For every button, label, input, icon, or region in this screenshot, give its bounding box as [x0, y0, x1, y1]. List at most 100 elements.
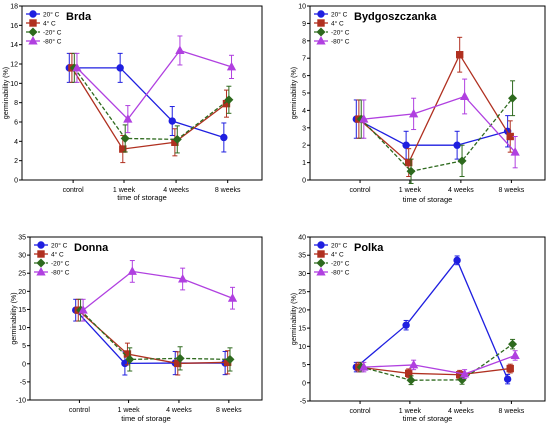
data-point	[506, 132, 514, 141]
data-point	[459, 91, 470, 100]
series-2	[69, 52, 234, 154]
series-line	[363, 354, 516, 375]
chart-panel-polka: -5 0 5 10 15 20 25 30 35 40 control 1 week 4 weeks 8 …	[291, 235, 546, 423]
series-line	[355, 259, 509, 380]
y-tick-label: 7	[302, 56, 306, 63]
legend-marker	[28, 35, 38, 45]
data-point	[510, 147, 520, 156]
data-point	[506, 364, 514, 373]
legend-marker	[28, 27, 38, 37]
data-point	[453, 256, 461, 265]
y-tick-label: 0	[302, 178, 306, 185]
y-tick-label: 0	[14, 178, 18, 185]
y-tick-label: -5	[300, 399, 306, 406]
data-point	[508, 339, 518, 349]
legend-marker	[317, 19, 325, 27]
series-line	[363, 95, 516, 153]
legend-label: 20° C	[331, 11, 348, 19]
series-line	[73, 67, 230, 141]
data-point	[116, 64, 124, 72]
data-point	[453, 141, 461, 149]
data-point	[408, 359, 419, 369]
y-tick-label: 2	[302, 143, 306, 150]
legend-marker	[316, 258, 326, 268]
series-line	[76, 49, 232, 121]
data-point	[455, 51, 464, 59]
y-tick-label: 1	[302, 160, 306, 167]
y-axis-label: germinability (%)	[11, 292, 18, 344]
x-tick-label: 4 weeks	[448, 187, 474, 194]
x-axis-label: time of storage	[403, 414, 453, 423]
legend-marker	[317, 241, 325, 249]
data-point	[172, 134, 182, 144]
y-tick-label: 6	[302, 73, 306, 80]
x-axis-label: time of storage	[403, 195, 453, 204]
chart-title: Brda	[66, 11, 92, 23]
x-tick-label: 8 weeks	[216, 407, 242, 414]
legend: 20° C4° C-20° C-80° C	[26, 10, 62, 46]
y-axis-label: germinability (%)	[3, 67, 10, 119]
legend-marker	[316, 35, 326, 45]
legend-marker	[37, 250, 45, 258]
y-tick-label: 20	[18, 289, 26, 296]
legend-marker	[317, 250, 325, 258]
legend-marker	[316, 266, 326, 276]
data-point	[408, 108, 419, 118]
data-point	[406, 375, 416, 385]
legend-marker	[37, 241, 45, 249]
legend-label: 4° C	[331, 20, 344, 28]
series-line	[80, 309, 230, 361]
x-tick-label: control	[350, 408, 371, 415]
series-1	[355, 36, 514, 178]
y-tick-label: 8	[14, 100, 18, 107]
x-tick-label: 8 weeks	[499, 187, 525, 194]
data-point	[78, 305, 88, 314]
x-tick-label: 1 week	[118, 407, 141, 414]
y-tick-label: 3	[302, 125, 306, 132]
y-tick-label: 16	[10, 23, 18, 30]
y-tick-label: 20	[298, 307, 306, 314]
chart-title: Donna	[74, 242, 109, 254]
y-tick-label: 30	[18, 253, 26, 260]
y-tick-label: 6	[14, 120, 18, 127]
data-point	[226, 61, 237, 71]
data-point	[168, 117, 176, 125]
x-tick-label: control	[63, 187, 84, 194]
x-axis-label: time of storage	[121, 414, 171, 423]
data-point	[457, 156, 467, 166]
data-point	[510, 350, 520, 359]
y-tick-label: 10	[10, 81, 18, 88]
y-tick-label: 4	[302, 108, 306, 115]
data-point	[224, 95, 234, 105]
data-point	[459, 368, 470, 378]
data-point	[227, 293, 238, 302]
data-point	[175, 45, 185, 54]
y-axis-label: germinability (%)	[291, 293, 298, 345]
legend-marker	[29, 10, 37, 18]
series-line	[355, 118, 508, 146]
data-point	[405, 369, 413, 378]
legend-label: 20° C	[43, 11, 60, 19]
legend-label: -20° C	[43, 29, 62, 37]
legend-label: 20° C	[51, 242, 68, 250]
data-point	[123, 114, 133, 123]
y-tick-label: 15	[18, 307, 26, 314]
y-tick-label: 4	[14, 139, 18, 146]
legend-label: -80° C	[331, 38, 350, 46]
x-tick-label: control	[350, 187, 371, 194]
series-0	[352, 255, 512, 385]
series-line	[358, 366, 511, 376]
chart-title: Bydgoszczanka	[354, 11, 437, 23]
data-point	[127, 266, 137, 275]
data-point	[359, 362, 369, 371]
data-point	[402, 321, 410, 329]
x-axis-label: time of storage	[117, 193, 167, 202]
plot-frame	[29, 236, 263, 401]
x-tick-label: 1 week	[399, 408, 422, 415]
x-tick-label: 1 week	[113, 187, 136, 194]
y-tick-label: 8	[302, 38, 306, 45]
x-tick-label: 1 week	[399, 187, 422, 194]
x-tick-label: 4 weeks	[448, 408, 474, 415]
y-tick-label: 10	[298, 4, 306, 11]
